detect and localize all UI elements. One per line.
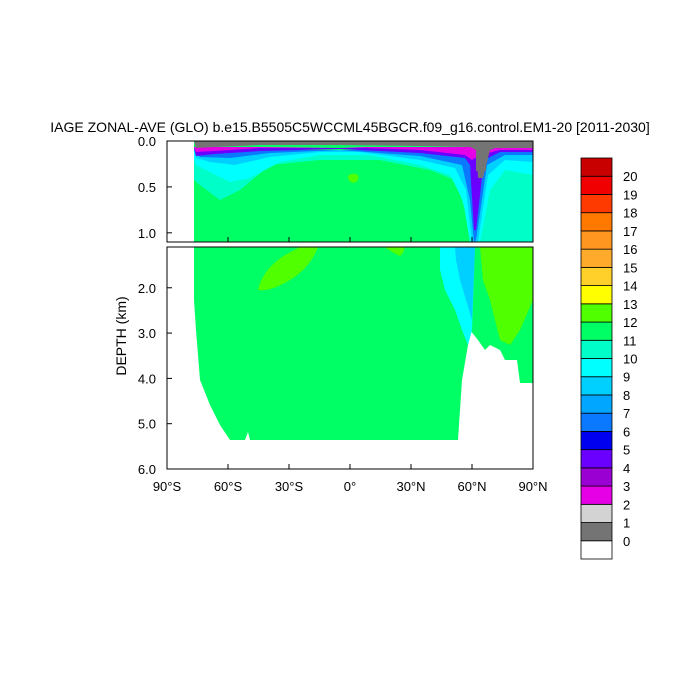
y-tick-label: 0.5: [138, 180, 156, 195]
x-tick-label: 90°N: [518, 479, 547, 494]
colorbar-swatch: [580, 376, 613, 396]
y-tick-label: 1.0: [138, 226, 156, 241]
contour-band-3: [194, 147, 533, 160]
plot-upper-panel: [167, 141, 533, 242]
colorbar-label: 3: [623, 479, 630, 494]
colorbar-swatch: [580, 194, 613, 214]
colorbar-swatch: [580, 540, 613, 560]
colorbar-swatch: [580, 467, 613, 487]
colorbar-swatch: [580, 358, 613, 378]
colorbar-swatch: [580, 321, 613, 341]
land-arctic: [476, 141, 486, 171]
colorbar-label: 20: [623, 169, 637, 184]
y-tick-label: 2.0: [138, 281, 156, 296]
contour-band-0: [167, 141, 533, 178]
colorbar-label: 9: [623, 370, 630, 385]
colorbar-swatch: [580, 248, 613, 268]
colorbar-swatch: [580, 230, 613, 250]
colorbar-label: 2: [623, 497, 630, 512]
colorbar-swatch: [580, 503, 613, 523]
colorbar-label: 14: [623, 279, 637, 294]
x-tick-label: 90°S: [153, 479, 182, 494]
plot-lower-panel: [167, 247, 533, 469]
colorbar-label: 18: [623, 206, 637, 221]
colorbar-swatch: [580, 175, 613, 195]
colorbar-swatch: [580, 212, 613, 232]
colorbar-label: 15: [623, 260, 637, 275]
colorbar-swatch: [580, 266, 613, 286]
y-tick-label: 0.0: [138, 134, 156, 149]
x-tick-label: 60°N: [457, 479, 486, 494]
y-tick-label: 6.0: [138, 462, 156, 477]
colorbar-label: 0: [623, 534, 630, 549]
colorbar-swatch: [580, 394, 613, 414]
colorbar-label: 10: [623, 352, 637, 367]
contour-band-12-south: [258, 247, 318, 291]
contour-band-8: [194, 150, 533, 242]
y-tick-label: 4.0: [138, 371, 156, 386]
colorbar-swatch: [580, 157, 613, 177]
colorbar-swatch: [580, 412, 613, 432]
y-tick-label: 3.0: [138, 326, 156, 341]
colorbar-label: 16: [623, 242, 637, 257]
x-tick-label: 30°N: [396, 479, 425, 494]
land-antarctica-lower: [167, 247, 194, 469]
colorbar-swatch: [580, 303, 613, 323]
colorbar-swatch: [580, 339, 613, 359]
x-axis: 90°S 60°S 30°S 0° 30°N 60°N 90°N: [153, 237, 548, 494]
colorbar-swatch: [580, 431, 613, 451]
land-antarctica: [167, 141, 194, 242]
colorbar-label: 12: [623, 315, 637, 330]
y-axis-lower: 2.0 3.0 4.0 5.0 6.0: [138, 281, 172, 477]
y-axis-upper: 0.0 0.5 1.0: [138, 134, 172, 241]
contour-band-12-north: [385, 247, 405, 256]
contour-band-12-lower: [480, 247, 533, 345]
colorbar-label: 8: [623, 388, 630, 403]
colorbar-label: 17: [623, 224, 637, 239]
colorbar-label: 1: [623, 516, 630, 531]
contour-band-9: [194, 150, 533, 242]
chart-title: IAGE ZONAL-AVE (GLO) b.e15.B5505C5WCCML4…: [50, 119, 649, 135]
colorbar-swatch: [580, 449, 613, 469]
x-tick-label: 30°S: [275, 479, 304, 494]
colorbar-label: 5: [623, 443, 630, 458]
contour-band-8-lower: [455, 247, 475, 320]
y-axis-title: DEPTH (km): [113, 296, 129, 375]
x-tick-label: 60°S: [214, 479, 243, 494]
colorbar-swatch: [580, 522, 613, 542]
x-tick-label: 0°: [344, 479, 356, 494]
colorbar-label: 6: [623, 424, 630, 439]
colorbar-label: 4: [623, 461, 630, 476]
colorbar-swatch: [580, 485, 613, 505]
colorbar-swatch: [580, 285, 613, 305]
y-tick-label: 5.0: [138, 417, 156, 432]
colorbar-label: 13: [623, 297, 637, 312]
colorbar-label: 7: [623, 406, 630, 421]
colorbar-label: 11: [623, 333, 637, 348]
contour-band-12-equator: [348, 173, 359, 183]
colorbar-label: 19: [623, 187, 637, 202]
